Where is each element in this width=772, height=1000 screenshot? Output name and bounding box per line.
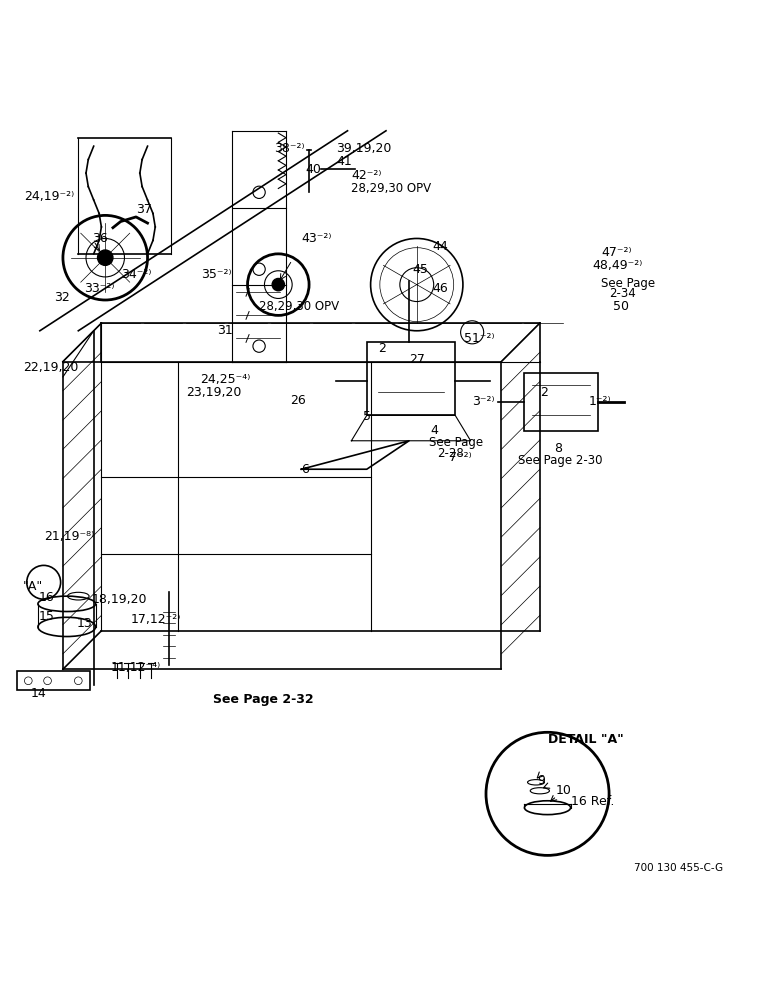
Text: 3⁻²⁾: 3⁻²⁾	[472, 395, 495, 408]
Text: 18,19,20: 18,19,20	[92, 593, 147, 606]
Text: 4: 4	[431, 424, 438, 437]
Text: 38⁻²⁾: 38⁻²⁾	[275, 142, 305, 155]
Text: 39,19,20: 39,19,20	[336, 142, 391, 155]
Text: 14: 14	[31, 687, 46, 700]
Text: 13: 13	[76, 617, 93, 630]
Text: 1⁻²⁾: 1⁻²⁾	[588, 395, 611, 408]
Text: 16 Ref.: 16 Ref.	[571, 795, 614, 808]
Text: 51⁻²⁾: 51⁻²⁾	[465, 332, 495, 345]
Text: 6: 6	[301, 463, 310, 476]
Text: 9: 9	[537, 774, 545, 787]
Text: 700 130 455-C-G: 700 130 455-C-G	[634, 863, 723, 873]
Text: 21,19⁻⁸⁾: 21,19⁻⁸⁾	[44, 530, 94, 543]
Text: 26: 26	[290, 394, 306, 407]
Text: 7⁻²⁾: 7⁻²⁾	[449, 451, 472, 464]
Bar	[524, 373, 598, 431]
Text: 44: 44	[432, 240, 448, 253]
Text: 36: 36	[92, 232, 108, 245]
Text: 42⁻²⁾: 42⁻²⁾	[351, 169, 382, 182]
Text: 47⁻²⁾: 47⁻²⁾	[601, 246, 632, 259]
Text: 40: 40	[305, 163, 321, 176]
Text: 27: 27	[409, 353, 425, 366]
Text: 10: 10	[555, 784, 571, 797]
Text: 24,25⁻⁴⁾: 24,25⁻⁴⁾	[200, 373, 250, 386]
Text: 46: 46	[432, 282, 448, 295]
Text: 48,49⁻²⁾: 48,49⁻²⁾	[592, 259, 642, 272]
Text: 28,29,30 OPV: 28,29,30 OPV	[351, 182, 432, 195]
Text: 15: 15	[39, 610, 54, 623]
Text: See Page: See Page	[601, 277, 655, 290]
Text: 17,12⁻²⁾: 17,12⁻²⁾	[130, 613, 181, 626]
Text: 37: 37	[136, 203, 152, 216]
Circle shape	[97, 250, 113, 265]
Text: 43⁻²⁾: 43⁻²⁾	[301, 232, 332, 245]
Text: 8: 8	[554, 442, 562, 455]
Circle shape	[273, 278, 284, 291]
Text: 5: 5	[363, 410, 371, 423]
Text: 11,12⁻⁴⁾: 11,12⁻⁴⁾	[110, 661, 161, 674]
Text: 2: 2	[378, 342, 386, 355]
Text: "A": "A"	[23, 580, 43, 593]
Text: 50: 50	[613, 300, 629, 313]
Text: 35⁻²⁾: 35⁻²⁾	[201, 268, 232, 281]
Text: 33⁻²⁾: 33⁻²⁾	[84, 282, 115, 295]
Text: 2: 2	[540, 386, 547, 399]
Text: 16: 16	[39, 591, 54, 604]
Text: See Page: See Page	[429, 436, 483, 449]
Text: 2-34: 2-34	[609, 287, 636, 300]
Bar	[17, 671, 90, 690]
Text: 31: 31	[217, 324, 232, 337]
Text: 34⁻²⁾: 34⁻²⁾	[120, 268, 151, 281]
Text: DETAIL "A": DETAIL "A"	[547, 733, 623, 746]
Text: 41: 41	[336, 155, 352, 168]
Text: 23,19,20: 23,19,20	[186, 386, 242, 399]
Bar	[367, 342, 455, 415]
Text: 32: 32	[54, 291, 69, 304]
Text: 24,19⁻²⁾: 24,19⁻²⁾	[25, 190, 75, 203]
Text: 28,29,30 OPV: 28,29,30 OPV	[259, 300, 339, 313]
Text: 22,19,20: 22,19,20	[23, 361, 78, 374]
Text: 45: 45	[412, 263, 428, 276]
Text: 2-28: 2-28	[437, 447, 463, 460]
Text: See Page 2-30: See Page 2-30	[518, 454, 603, 467]
Text: See Page 2-32: See Page 2-32	[213, 693, 313, 706]
